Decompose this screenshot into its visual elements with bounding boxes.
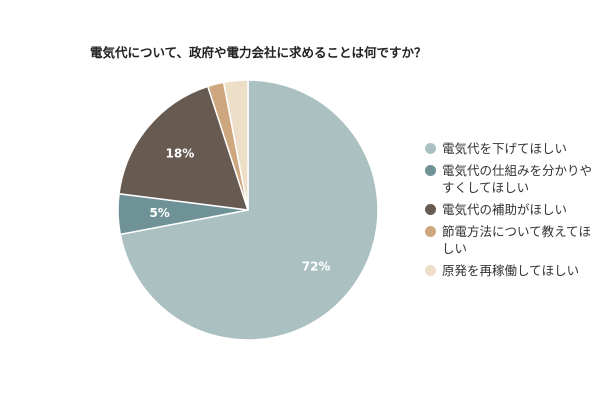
- legend-label-2: 電気代の補助がほしい: [442, 202, 568, 217]
- legend-item-0: 電気代を下げてほしい: [425, 140, 600, 157]
- pie-slice-2: [118, 85, 250, 211]
- legend-swatch-3: [425, 226, 436, 237]
- legend-swatch-0: [425, 143, 436, 154]
- legend-item-3: 節電方法について教えてほしい: [425, 223, 600, 257]
- legend-label-4: 原発を再稼働してほしい: [442, 263, 580, 278]
- legend-swatch-2: [425, 204, 436, 215]
- legend-label-3: 節電方法について教えてほしい: [442, 224, 592, 256]
- legend-swatch-1: [425, 165, 436, 176]
- pie-slices: [117, 79, 379, 341]
- legend-item-2: 電気代の補助がほしい: [425, 201, 600, 218]
- legend-item-1: 電気代の仕組みを分かりやすくしてほしい: [425, 162, 600, 196]
- chart-title: 電気代について、政府や電力会社に求めることは何ですか？: [90, 45, 427, 60]
- legend-swatch-4: [425, 265, 436, 276]
- pie-data-labels: 72% 5% 18%: [149, 147, 330, 274]
- data-label-2: 18%: [166, 147, 195, 161]
- data-label-0: 72%: [302, 259, 331, 273]
- legend: 電気代を下げてほしい電気代の仕組みを分かりやすくしてほしい電気代の補助がほしい節…: [425, 140, 600, 284]
- legend-label-0: 電気代を下げてほしい: [442, 141, 568, 156]
- data-label-1: 5%: [149, 206, 169, 220]
- pie-slice-4: [222, 79, 249, 211]
- legend-label-1: 電気代の仕組みを分かりやすくしてほしい: [442, 163, 593, 195]
- legend-item-4: 原発を再稼働してほしい: [425, 262, 600, 279]
- pie-slice-0: [119, 79, 379, 341]
